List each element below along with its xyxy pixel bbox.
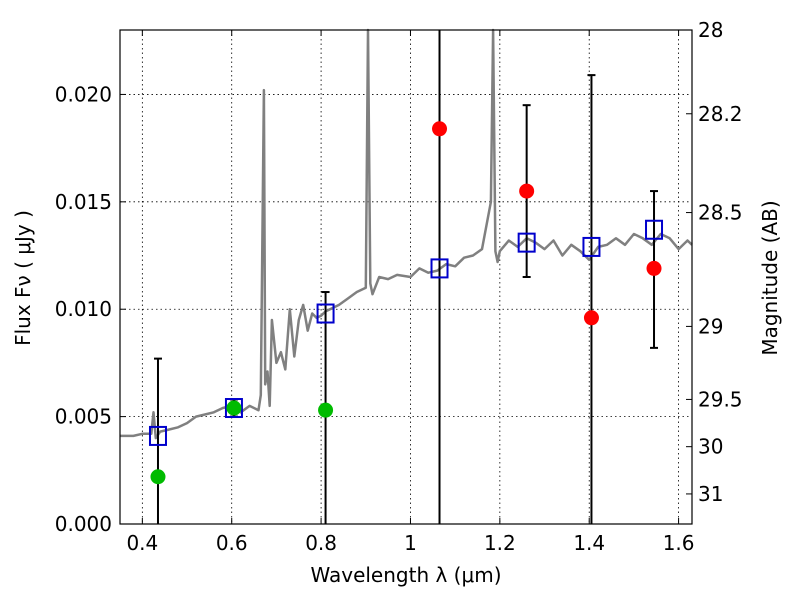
red-flux-point (646, 260, 662, 276)
x-tick-label: 0.6 (216, 531, 248, 555)
model-flux-square (645, 219, 664, 240)
model-flux-square (148, 425, 167, 446)
model-flux-square (430, 258, 449, 279)
y-tick-label: 0.000 (55, 512, 112, 536)
photometry-points (148, 121, 664, 485)
red-flux-point (432, 121, 448, 137)
spectrum-line (120, 28, 693, 440)
x-tick-label: 0.4 (126, 531, 158, 555)
green-flux-point (150, 469, 166, 485)
green-flux-point (318, 402, 334, 418)
y2-axis-ticks: 28 28.2 28.5 29 29.5 30 31 (686, 18, 743, 506)
y-tick-label: 0.020 (55, 82, 112, 106)
model-flux-square (316, 303, 335, 324)
green-flux-point (226, 400, 242, 416)
plot-frame (119, 29, 693, 525)
x-tick-label: 1.6 (663, 531, 695, 555)
x-tick-label: 0.8 (305, 531, 337, 555)
model-flux-square (517, 232, 536, 253)
y2-axis-title: Magnitude (AB) (758, 200, 782, 355)
y2-tick-label: 29 (698, 314, 723, 338)
y-tick-label: 0.005 (55, 405, 112, 429)
y2-tick-label: 28.5 (698, 201, 743, 225)
model-flux-square (224, 398, 243, 419)
y-axis-ticks: 0.000 0.005 0.010 0.015 0.020 (55, 82, 126, 536)
y-tick-label: 0.015 (55, 190, 112, 214)
x-tick-label: 1 (404, 531, 417, 555)
y2-tick-label: 28.2 (698, 102, 743, 126)
red-flux-point (583, 310, 599, 326)
y-axis-title: Flux Fν ( μJy ) (11, 210, 35, 346)
x-tick-label: 1.2 (484, 531, 516, 555)
y-tick-label: 0.010 (55, 297, 112, 321)
model-flux-square (582, 236, 601, 257)
y2-tick-label: 31 (698, 482, 723, 506)
y2-tick-label: 28 (698, 18, 723, 42)
y2-tick-label: 29.5 (698, 387, 743, 411)
red-flux-point (519, 183, 535, 199)
y2-tick-label: 30 (698, 435, 723, 459)
x-axis-ticks: 0.4 0.6 0.8 1 1.2 1.4 1.6 (126, 30, 695, 555)
model-spectrum (120, 28, 693, 440)
x-tick-label: 1.4 (573, 531, 605, 555)
x-axis-title: Wavelength λ (μm) (310, 563, 501, 587)
